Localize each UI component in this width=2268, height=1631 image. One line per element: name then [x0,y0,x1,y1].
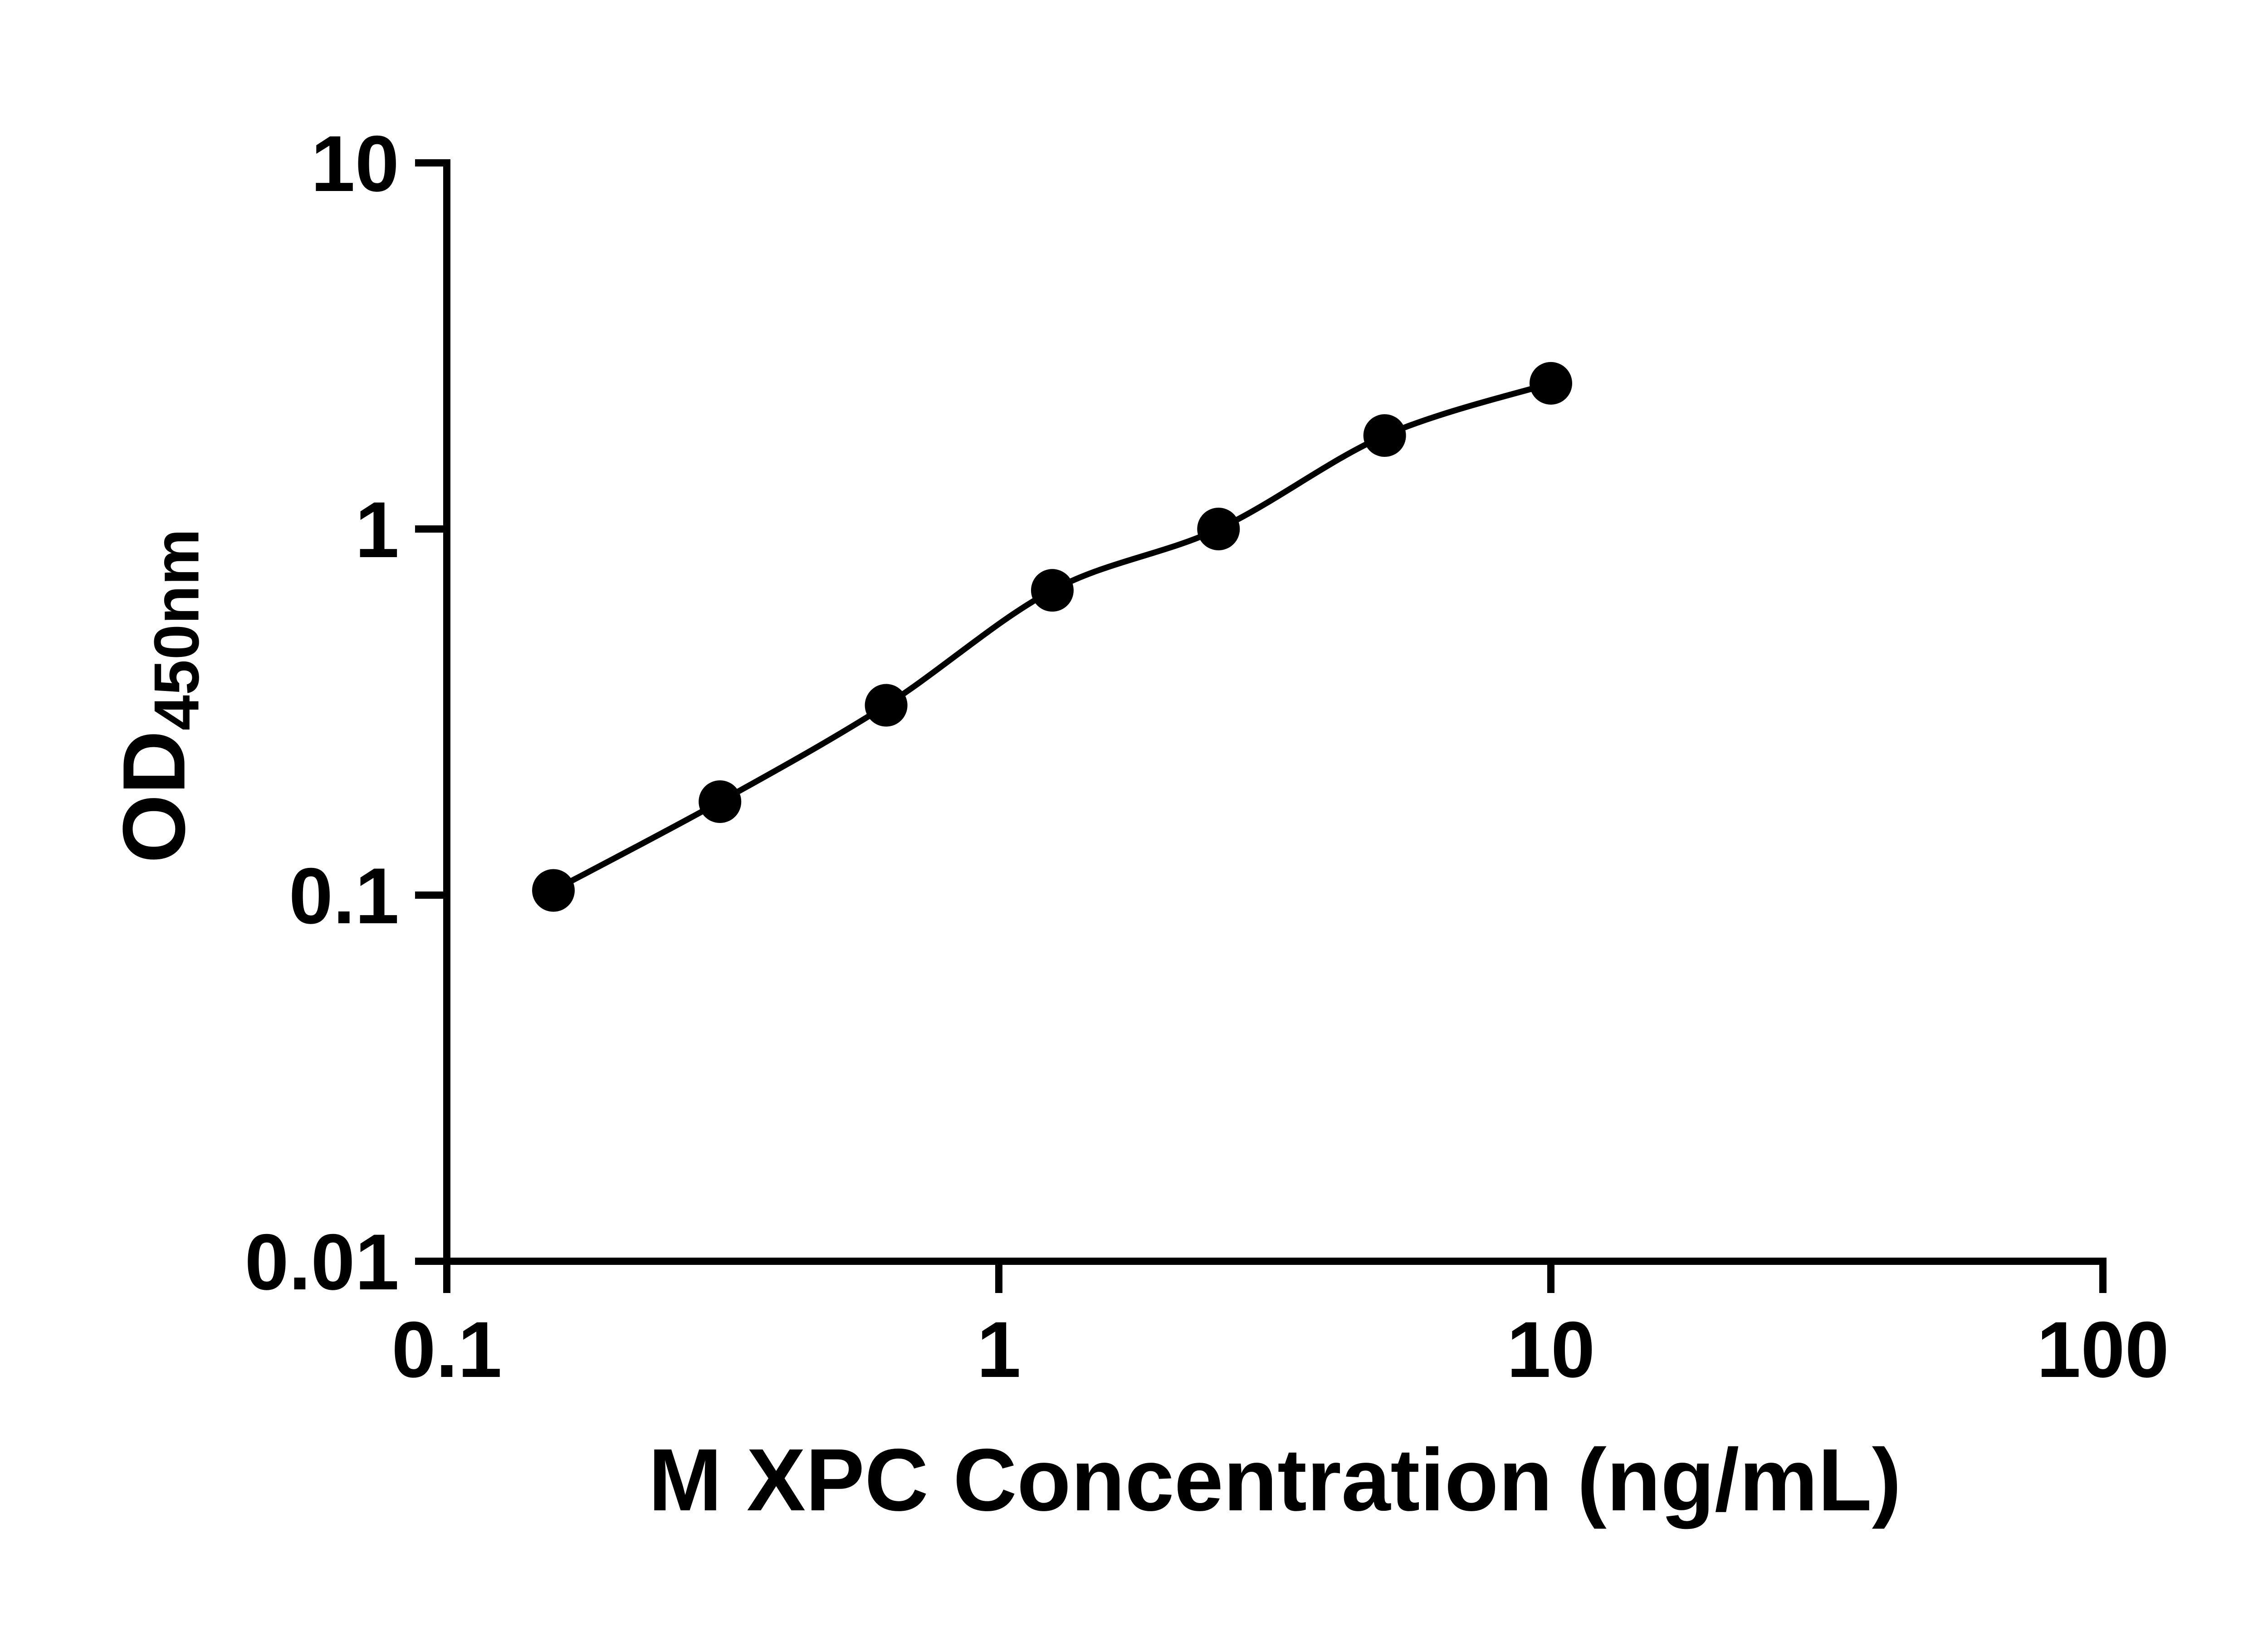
y-tick-label: 0.01 [244,1218,399,1307]
data-point [1530,362,1572,405]
data-point [532,869,575,912]
data-point [1197,508,1240,550]
x-tick-label: 1 [977,1306,1021,1394]
data-point [699,780,742,823]
y-axis-title: OD450nm [103,529,214,863]
data-point [1363,414,1406,457]
y-tick-label: 1 [355,486,399,574]
y-tick-label: 0.1 [289,852,399,940]
y-tick-label: 10 [311,120,399,208]
data-point [865,684,908,727]
x-tick-label: 100 [2037,1306,2169,1394]
x-axis-title-text: M XPC Concentration (ng/mL) [648,1430,1901,1529]
x-tick-label: 0.1 [391,1306,502,1394]
axes [443,159,2107,1265]
y-axis-title-subscript: 450nm [141,529,212,731]
x-tick-label: 10 [1507,1306,1595,1394]
data-point [1031,569,1074,612]
y-axis-title-main: OD [104,730,204,863]
x-axis-title: M XPC Concentration (ng/mL) [447,1429,2103,1531]
